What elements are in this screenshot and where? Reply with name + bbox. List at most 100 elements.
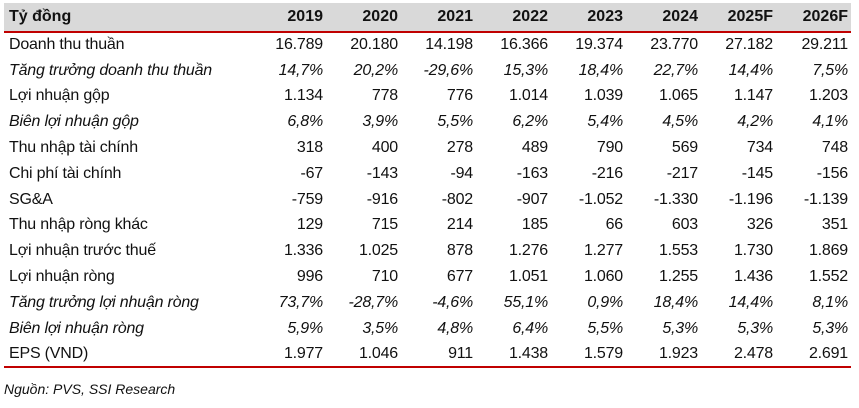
- row-label: Chi phí tài chính: [9, 164, 122, 182]
- table-cell-2024: 18,4%: [653, 293, 699, 311]
- table-cell-2021: -94: [450, 164, 473, 182]
- table-cell-2021: -29,6%: [423, 61, 474, 79]
- table-cell-2026f: 4,1%: [812, 113, 848, 131]
- header-year-2022: 2022: [476, 3, 551, 33]
- table-cell-2021: 911: [401, 341, 476, 369]
- table-cell-2026f: 351: [821, 216, 848, 234]
- table-cell-2023: 5,4%: [587, 113, 623, 131]
- table-row: Tăng trưởng doanh thu thuần 14,7% 20,2% -29…: [4, 58, 851, 84]
- table-cell-2023: 1.060: [583, 268, 623, 286]
- table-cell-2019: 1.336: [283, 242, 323, 260]
- table-cell-2023: -1.052: [578, 190, 623, 208]
- table-cell-2020: 3,5%: [362, 319, 398, 337]
- row-label: Tăng trưởng doanh thu thuần: [9, 61, 213, 79]
- header-year-2025f: 2025F: [701, 3, 776, 33]
- table-cell-2021: 14.198: [425, 36, 473, 54]
- table-cell-2021: 278: [446, 139, 473, 157]
- table-cell-2019: 1.134: [283, 87, 323, 105]
- table-cell-2020: 3,9%: [362, 113, 398, 131]
- table-cell-2025f: 5,3%: [737, 319, 773, 337]
- table-cell-2026f: 748: [821, 139, 848, 157]
- table-cell-2024: 1.923: [626, 341, 701, 369]
- table-cell-2023: 1.039: [583, 87, 623, 105]
- table-cell-2020: 710: [371, 268, 398, 286]
- table-cell-2025f: 1.436: [733, 268, 773, 286]
- table-cell-2024: 4,5%: [662, 113, 698, 131]
- table-cell-2025f: 2.478: [701, 341, 776, 369]
- table-cell-2023: 790: [596, 139, 623, 157]
- row-label: Lợi nhuận gộp: [9, 87, 110, 105]
- table-cell-2022: 15,3%: [503, 61, 549, 79]
- table-cell-2020: 778: [371, 87, 398, 105]
- table-cell-2023: 5,5%: [587, 319, 623, 337]
- header-unit-label: Tỷ đồng: [4, 3, 251, 33]
- table-cell-2019: 16.789: [275, 36, 323, 54]
- table-cell-2024: 1.553: [658, 242, 698, 260]
- row-label: Doanh thu thuần: [9, 36, 125, 54]
- table-row: Thu nhập ròng khác 129 715 214 185 66 603 326 35…: [4, 213, 851, 239]
- table-cell-2020: 400: [371, 139, 398, 157]
- table-row: Tăng trưởng lợi nhuận ròng 73,7% -28,7% -4,…: [4, 290, 851, 316]
- table-row: Lợi nhuận ròng 996 710 677 1.051 1.060 1.255 1.…: [4, 264, 851, 290]
- header-year-2026f: 2026F: [776, 3, 851, 33]
- header-year-2021: 2021: [401, 3, 476, 33]
- table-cell-2022: 6,4%: [512, 319, 548, 337]
- table-cell-2023: 19.374: [575, 36, 623, 54]
- table-cell-2021: 878: [446, 242, 473, 260]
- table-cell-2020: 20,2%: [353, 61, 399, 79]
- table-cell-2026f: 1.552: [808, 268, 848, 286]
- table-row: Thu nhập tài chính 318 400 278 489 790 569 734 7…: [4, 135, 851, 161]
- table-cell-2023: 18,4%: [578, 61, 624, 79]
- row-label: Biên lợi nhuận gộp: [9, 113, 139, 131]
- table-cell-2020: -28,7%: [348, 293, 399, 311]
- table-cell-2022: 1.276: [508, 242, 548, 260]
- row-label: EPS (VND): [4, 341, 251, 369]
- table-cell-2022: 1.051: [508, 268, 548, 286]
- table-cell-2024: -217: [666, 164, 698, 182]
- table-row: EPS (VND) 1.977 1.046 911 1.438 1.579 1.923 2.4…: [4, 341, 851, 369]
- row-label: SG&A: [9, 190, 53, 208]
- table-row: Biên lợi nhuận ròng 5,9% 3,5% 4,8% 6,4% 5,5% 5…: [4, 316, 851, 342]
- table-cell-2020: 1.025: [358, 242, 398, 260]
- table-row: Lợi nhuận trước thuế 1.336 1.025 878 1.276 1.…: [4, 238, 851, 264]
- table-cell-2019: 5,9%: [287, 319, 323, 337]
- table-cell-2022: 1.438: [476, 341, 551, 369]
- table-row: Doanh thu thuần 16.789 20.180 14.198 16.366 1…: [4, 32, 851, 58]
- table-cell-2024: 569: [671, 139, 698, 157]
- table-cell-2023: 1.277: [583, 242, 623, 260]
- table-cell-2019: 318: [296, 139, 323, 157]
- source-note: Nguồn: PVS, SSI Research: [4, 381, 176, 397]
- row-label: Lợi nhuận ròng: [9, 268, 115, 286]
- table-cell-2025f: -1.196: [728, 190, 773, 208]
- table-cell-2024: 23.770: [650, 36, 698, 54]
- table-cell-2022: 55,1%: [503, 293, 549, 311]
- row-label: Tăng trưởng lợi nhuận ròng: [9, 293, 199, 311]
- table-cell-2024: 603: [671, 216, 698, 234]
- table-cell-2025f: 14,4%: [728, 61, 774, 79]
- table-cell-2024: 5,3%: [662, 319, 698, 337]
- table-cell-2021: 776: [446, 87, 473, 105]
- table-cell-2022: -907: [516, 190, 548, 208]
- table-row: Lợi nhuận gộp 1.134 778 776 1.014 1.039 1.065 1…: [4, 84, 851, 110]
- table-cell-2026f: 5,3%: [812, 319, 848, 337]
- table-cell-2021: 677: [446, 268, 473, 286]
- table-row: SG&A -759 -916 -802 -907 -1.052 -1.330 -1.196 -1…: [4, 187, 851, 213]
- header-year-2023: 2023: [551, 3, 626, 33]
- table-cell-2023: -216: [591, 164, 623, 182]
- table-cell-2022: 16.366: [500, 36, 548, 54]
- table-cell-2020: 715: [371, 216, 398, 234]
- table-cell-2022: 185: [521, 216, 548, 234]
- table-cell-2019: 14,7%: [278, 61, 324, 79]
- table-cell-2020: 20.180: [350, 36, 398, 54]
- table-cell-2019: 996: [296, 268, 323, 286]
- table-cell-2019: 73,7%: [278, 293, 324, 311]
- table-cell-2025f: 734: [746, 139, 773, 157]
- table-cell-2023: 66: [605, 216, 624, 234]
- table-cell-2021: -4,6%: [432, 293, 473, 311]
- table-cell-2021: 5,5%: [437, 113, 473, 131]
- table-cell-2024: 1.065: [658, 87, 698, 105]
- table-cell-2026f: 7,5%: [812, 61, 848, 79]
- financial-table-container: Tỷ đồng 2019 2020 2021 2022 2023 2024 20…: [4, 3, 851, 369]
- table-cell-2023: 0,9%: [587, 293, 623, 311]
- table-row: Biên lợi nhuận gộp 6,8% 3,9% 5,5% 6,2% 5,4% 4,…: [4, 109, 851, 135]
